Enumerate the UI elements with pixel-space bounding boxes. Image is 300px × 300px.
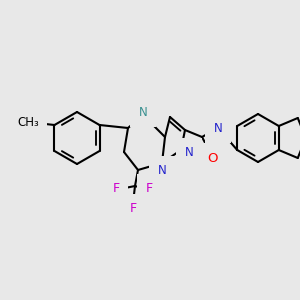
Text: N: N [214, 122, 222, 134]
Text: F: F [146, 182, 153, 196]
Text: F: F [112, 182, 120, 196]
Text: O: O [27, 116, 38, 130]
Text: H: H [218, 116, 226, 130]
Text: O: O [207, 152, 217, 166]
Text: F: F [129, 202, 137, 215]
Text: N: N [184, 146, 194, 160]
Text: CH₃: CH₃ [17, 116, 39, 130]
Text: H: H [141, 98, 149, 112]
Text: N: N [158, 164, 166, 178]
Text: N: N [139, 106, 147, 118]
